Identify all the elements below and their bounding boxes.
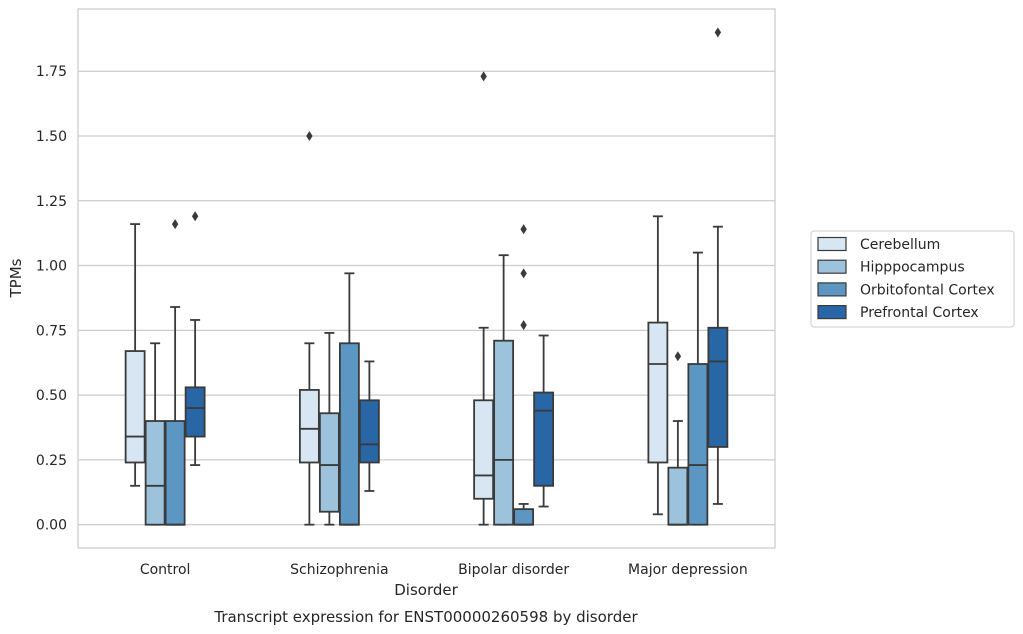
box-1-2: [338, 272, 360, 526]
box-iqr: [647, 321, 669, 464]
y-tick-label: 1.50: [36, 129, 67, 145]
box-0-0: [124, 223, 146, 487]
box-3-1: [667, 351, 689, 526]
outlier-point: [520, 224, 527, 235]
legend: Cerebellum Hipppocampus Orbitofontal Corte…: [810, 230, 1015, 328]
y-tick-labels: 0.00 0.25 0.50 0.75 1.00 1.25 1.50 1.75: [36, 64, 67, 533]
box-iqr: [144, 420, 166, 526]
box-iqr: [493, 339, 515, 526]
x-tick-labels: Control Schizophrenia Bipolar disorder Majo…: [140, 562, 748, 578]
outlier-point: [480, 71, 487, 82]
box-iqr: [687, 363, 709, 526]
box-iqr: [338, 342, 360, 526]
box-iqr: [513, 508, 535, 526]
outlier-point: [171, 219, 179, 230]
legend-swatch: [817, 282, 847, 297]
box-iqr: [667, 466, 689, 526]
legend-swatch: [817, 305, 847, 320]
legend-swatch: [817, 236, 847, 252]
y-tick-label: 0.75: [36, 323, 67, 339]
box-0-3: [184, 211, 206, 466]
boxes: [124, 27, 729, 526]
legend-label: Cerebellum: [860, 237, 940, 253]
outlier-point: [714, 27, 722, 38]
box-1-1: [318, 332, 340, 526]
x-tick-label: Major depression: [628, 562, 748, 578]
chart-caption: Transcript expression for ENST0000026059…: [213, 608, 638, 626]
plot-frame: [77, 8, 776, 549]
outlier-point: [520, 320, 527, 331]
y-tick-label: 0.25: [36, 453, 67, 469]
box-0-1: [144, 342, 166, 526]
box-iqr: [473, 399, 495, 500]
x-axis-label: Disorder: [394, 581, 458, 599]
box-3-0: [647, 215, 669, 516]
box-iqr: [184, 386, 206, 438]
legend-label: Orbitofontal Cortex: [860, 282, 995, 298]
x-tick-label: Control: [140, 562, 191, 578]
outlier-point: [306, 130, 313, 141]
legend-swatch: [817, 259, 847, 274]
box-2-0: [473, 71, 495, 526]
box-2-1: [493, 254, 515, 526]
y-tick-label: 1.75: [36, 64, 67, 80]
y-tick-label: 1.00: [36, 259, 67, 275]
box-iqr: [124, 350, 146, 464]
box-1-0: [298, 130, 320, 526]
outlier-point: [674, 351, 682, 362]
legend-frame: [810, 230, 1015, 328]
box-3-3: [707, 27, 729, 505]
box-iqr: [707, 326, 729, 448]
box-0-2: [164, 219, 186, 526]
legend-label: Prefrontal Cortex: [860, 305, 979, 321]
y-tick-label: 1.25: [36, 194, 67, 210]
y-tick-label: 0.50: [36, 388, 67, 404]
box-2-3: [533, 334, 555, 508]
x-tick-label: Schizophrenia: [290, 562, 388, 578]
outlier-point: [520, 268, 527, 279]
y-axis-label: TPMs: [7, 258, 25, 298]
box-1-3: [358, 360, 380, 492]
box-iqr: [533, 391, 555, 487]
outlier-point: [191, 211, 199, 222]
box-iqr: [318, 412, 340, 513]
legend-label: Hipppocampus: [860, 260, 965, 276]
y-tick-label: 0.00: [36, 518, 67, 534]
box-2-2: [513, 224, 535, 526]
box-iqr: [164, 420, 186, 526]
box-iqr: [298, 389, 320, 464]
x-tick-label: Bipolar disorder: [458, 562, 569, 578]
box-3-2: [687, 251, 709, 526]
box-iqr: [358, 399, 380, 464]
